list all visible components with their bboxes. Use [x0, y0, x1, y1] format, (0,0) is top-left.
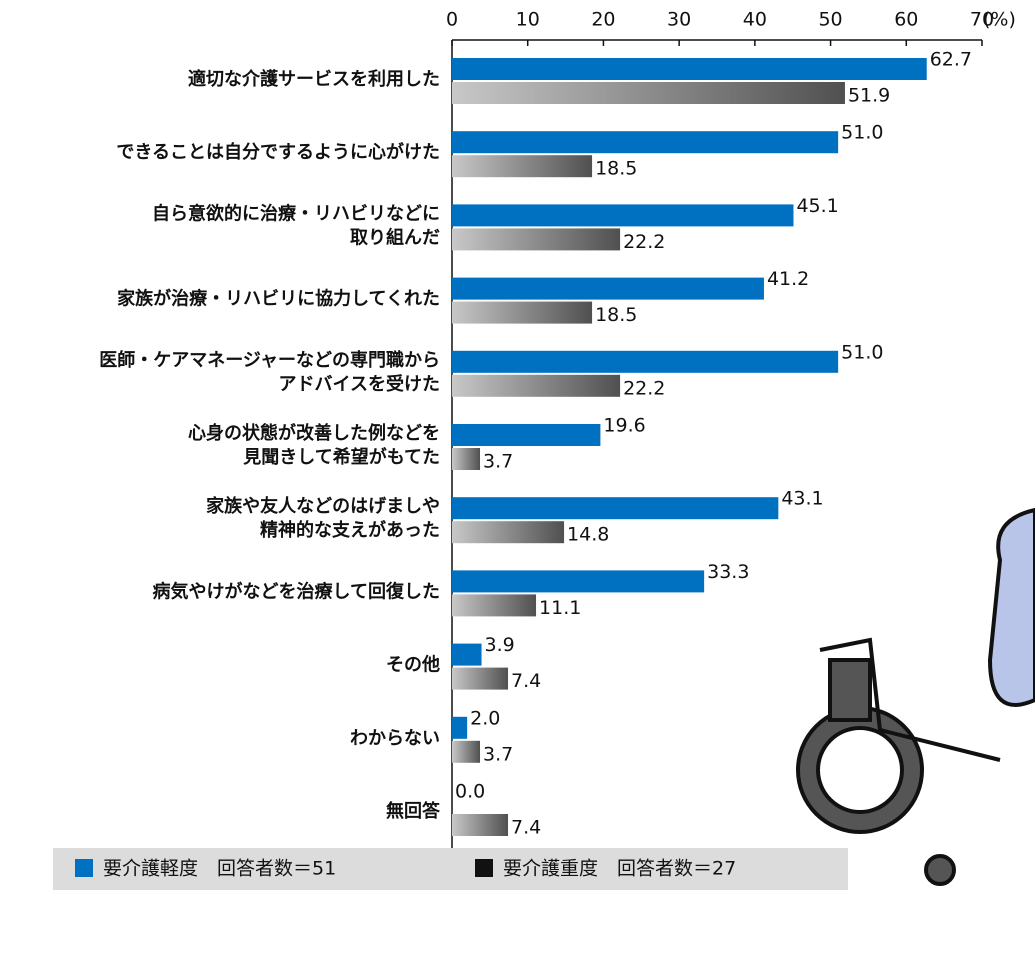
- x-tick-label: 60: [894, 9, 918, 31]
- category-label: 無回答: [386, 800, 441, 822]
- legend-swatch: [75, 859, 93, 877]
- category-label: 自ら意欲的に治療・リハビリなどに: [152, 202, 440, 224]
- category-label: できることは自分でするように心がけた: [116, 141, 440, 163]
- value-label: 7.4: [511, 817, 541, 839]
- value-label: 14.8: [567, 524, 609, 546]
- x-tick-label: 10: [516, 9, 540, 31]
- x-tick-label: 0: [446, 9, 458, 31]
- legend-label: 要介護重度 回答者数＝27: [503, 858, 736, 880]
- bar: [452, 278, 764, 300]
- bar: [452, 448, 480, 470]
- value-label: 43.1: [781, 488, 823, 510]
- category-label: 医師・ケアマネージャーなどの専門職から: [99, 349, 440, 371]
- bar: [452, 594, 536, 616]
- bar: [452, 351, 838, 373]
- value-label: 19.6: [603, 415, 645, 437]
- x-tick-label: 70: [970, 9, 994, 31]
- value-label: 51.0: [841, 122, 883, 144]
- bar: [452, 497, 778, 519]
- bar: [452, 131, 838, 153]
- category-label: 心身の状態が改善した例などを: [188, 422, 440, 444]
- x-tick-label: 30: [667, 9, 691, 31]
- value-label: 3.7: [483, 743, 513, 765]
- bar: [452, 717, 467, 739]
- wheel-inner: [818, 728, 902, 812]
- illustration: [798, 510, 1035, 884]
- bar: [452, 204, 793, 226]
- legend-label: 要介護軽度 回答者数＝51: [103, 858, 336, 880]
- legend-swatch: [475, 859, 493, 877]
- value-label: 18.5: [595, 304, 637, 326]
- value-label: 2.0: [470, 707, 500, 729]
- bar: [452, 424, 600, 446]
- value-label: 18.5: [595, 158, 637, 180]
- bar: [452, 302, 592, 324]
- category-label: 精神的な支えがあった: [260, 519, 440, 541]
- bar: [452, 644, 482, 666]
- category-label: 家族や友人などのはげましや: [206, 495, 440, 517]
- bar: [452, 570, 704, 592]
- x-tick-label: 50: [818, 9, 842, 31]
- bar: [452, 521, 564, 543]
- bar: [452, 155, 592, 177]
- category-label: 適切な介護サービスを利用した: [188, 68, 440, 90]
- bar: [452, 228, 620, 250]
- value-label: 62.7: [930, 49, 972, 71]
- bar: [452, 375, 620, 397]
- value-label: 7.4: [511, 670, 541, 692]
- value-label: 22.2: [623, 231, 665, 253]
- chair-back: [830, 660, 870, 720]
- category-label: 病気やけがなどを治療して回復した: [153, 580, 440, 602]
- value-label: 41.2: [767, 268, 809, 290]
- value-label: 22.2: [623, 377, 665, 399]
- value-label: 11.1: [539, 597, 581, 619]
- category-label: アドバイスを受けた: [279, 373, 440, 395]
- x-tick-label: 20: [591, 9, 615, 31]
- category-label: その他: [386, 654, 440, 676]
- small-wheel: [926, 856, 954, 884]
- value-label: 3.9: [485, 634, 515, 656]
- value-label: 45.1: [796, 195, 838, 217]
- x-tick-label: 40: [743, 9, 767, 31]
- value-label: 0.0: [455, 781, 485, 803]
- value-label: 3.7: [483, 451, 513, 473]
- value-label: 33.3: [707, 561, 749, 583]
- chart: (%) 010203040506070適切な介護サービスを利用した62.751.…: [0, 0, 1035, 967]
- value-label: 51.0: [841, 341, 883, 363]
- category-label: わからない: [350, 728, 440, 749]
- bar: [452, 668, 508, 690]
- category-label: 家族が治療・リハビリに協力してくれた: [117, 288, 440, 310]
- bar: [452, 58, 927, 80]
- person: [990, 510, 1035, 705]
- bar: [452, 82, 845, 104]
- category-label: 取り組んだ: [350, 226, 440, 248]
- bar: [452, 741, 480, 763]
- value-label: 51.9: [848, 85, 890, 107]
- category-label: 見聞きして希望がもてた: [242, 446, 440, 468]
- bar: [452, 814, 508, 836]
